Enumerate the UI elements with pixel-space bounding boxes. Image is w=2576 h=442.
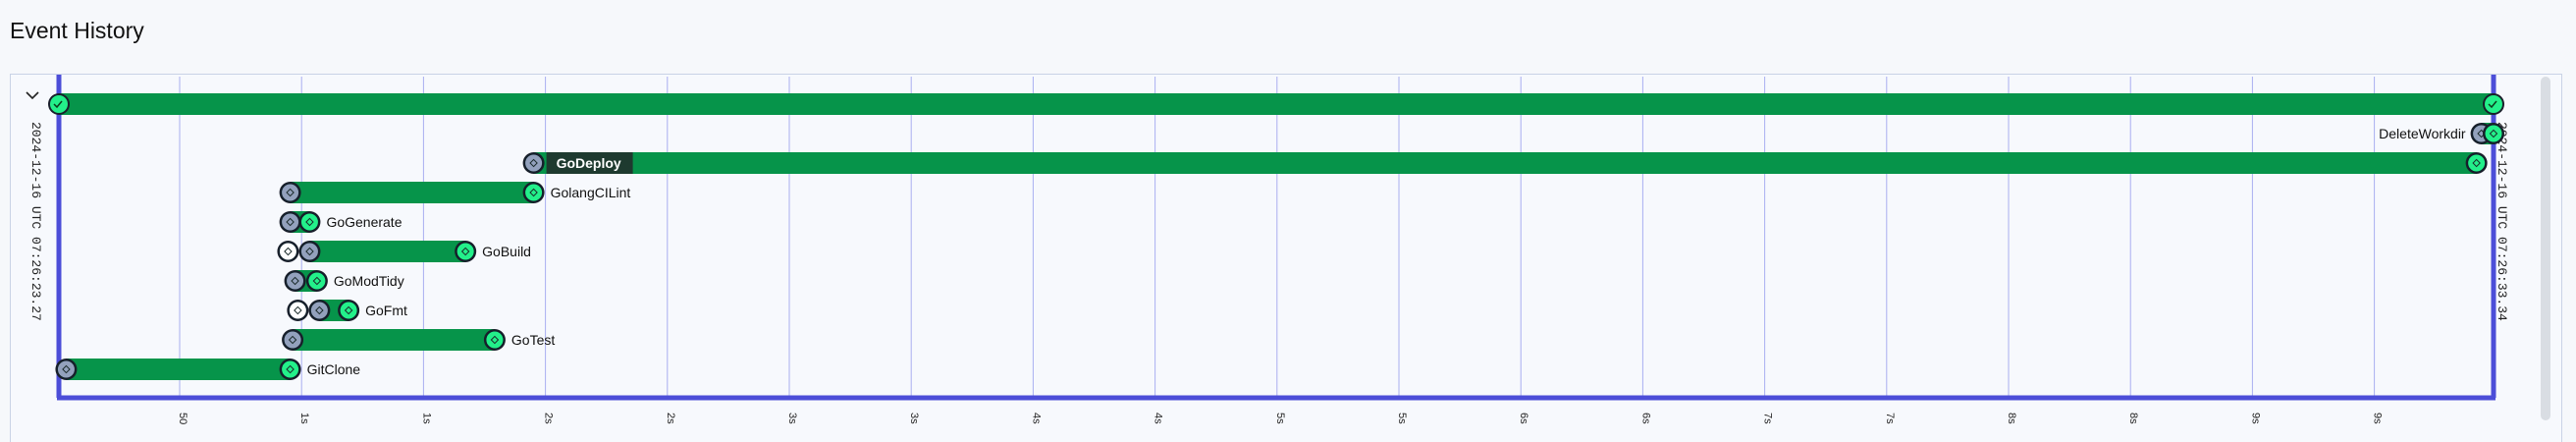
event-history-panel: [10, 74, 2562, 429]
vertical-scrollbar[interactable]: [2541, 77, 2550, 420]
panel-bottom-edge: [10, 428, 2562, 442]
page-title: Event History: [10, 18, 144, 43]
collapse-toggle[interactable]: [24, 88, 41, 102]
end-timestamp: 2024-12-16 UTC 07:26:33.34: [2495, 122, 2509, 321]
start-timestamp: 2024-12-16 UTC 07:26:23.27: [28, 122, 43, 321]
chevron-down-icon: [26, 91, 39, 100]
